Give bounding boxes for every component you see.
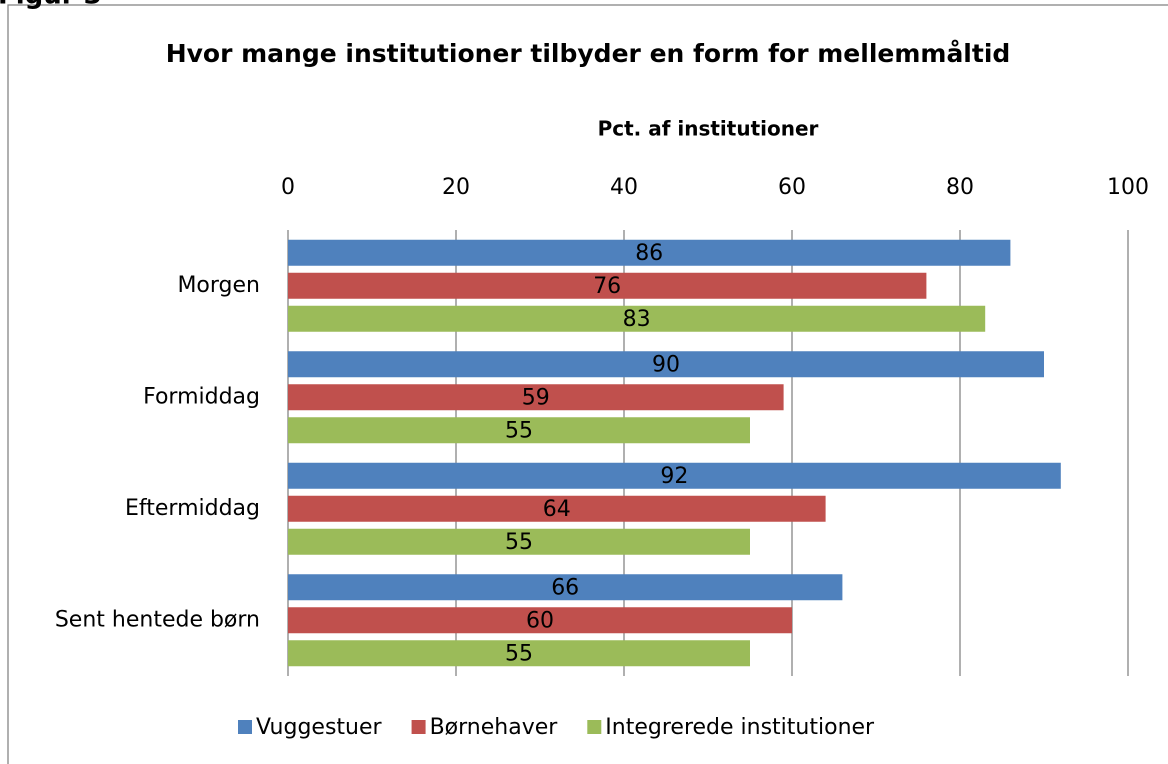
value-label: 55 — [505, 418, 533, 443]
y-tick-label: Formiddag — [143, 384, 260, 409]
bar — [288, 239, 1011, 266]
bar — [288, 384, 784, 411]
legend-swatch — [587, 720, 602, 734]
x-tick-label: 60 — [778, 175, 806, 200]
bar — [288, 417, 750, 444]
legend-swatch — [411, 720, 426, 734]
legend-swatch — [238, 720, 252, 734]
legend-label: Integrerede institutioner — [605, 715, 875, 740]
y-tick-label: Sent hentede børn — [55, 607, 260, 632]
chart-title: Hvor mange institutioner tilbyder en for… — [166, 39, 1011, 68]
value-label: 90 — [652, 352, 680, 377]
x-tick-label: 80 — [946, 175, 974, 200]
x-tick-label: 0 — [281, 175, 295, 200]
value-label: 55 — [505, 641, 533, 666]
legend-label: Børnehaver — [430, 715, 559, 740]
value-label: 76 — [593, 274, 621, 299]
value-label: 66 — [551, 575, 579, 600]
x-tick-label: 100 — [1107, 175, 1149, 200]
bar — [288, 528, 750, 555]
y-tick-label: Morgen — [177, 273, 260, 298]
figure-label: Figur 3 — [0, 0, 102, 11]
bar — [288, 351, 1044, 378]
value-label: 64 — [543, 497, 571, 522]
x-tick-label: 20 — [442, 175, 470, 200]
bar — [288, 495, 826, 522]
y-tick-label: Eftermiddag — [125, 496, 260, 521]
x-axis-title: Pct. af institutioner — [598, 117, 819, 141]
legend-label: Vuggestuer — [256, 715, 383, 740]
bar — [288, 640, 750, 667]
value-label: 55 — [505, 530, 533, 555]
value-label: 92 — [660, 464, 688, 489]
value-label: 59 — [522, 385, 550, 410]
value-label: 83 — [623, 307, 651, 332]
bar — [288, 574, 843, 601]
bar — [288, 462, 1061, 489]
x-tick-label: 40 — [610, 175, 638, 200]
value-label: 60 — [526, 608, 554, 633]
bar — [288, 305, 986, 332]
bar — [288, 272, 927, 299]
value-label: 86 — [635, 241, 663, 266]
bar — [288, 607, 792, 634]
